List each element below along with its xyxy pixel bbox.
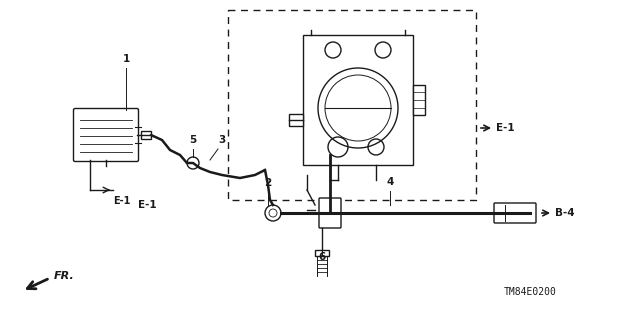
FancyBboxPatch shape xyxy=(319,198,341,228)
Text: 4: 4 xyxy=(387,177,394,187)
Text: FR.: FR. xyxy=(54,271,75,281)
Text: E-1: E-1 xyxy=(496,123,515,133)
Bar xyxy=(413,85,425,115)
Text: 6: 6 xyxy=(318,252,326,262)
Bar xyxy=(141,131,151,139)
Text: E-1: E-1 xyxy=(138,200,157,210)
Text: 3: 3 xyxy=(218,135,226,145)
FancyBboxPatch shape xyxy=(74,108,138,161)
Bar xyxy=(228,10,476,200)
Text: 1: 1 xyxy=(122,54,130,64)
Text: 2: 2 xyxy=(264,178,271,188)
Bar xyxy=(303,35,413,165)
Bar xyxy=(315,250,329,256)
Text: B-4: B-4 xyxy=(555,208,575,218)
Text: E-1: E-1 xyxy=(113,196,131,206)
Text: TM84E0200: TM84E0200 xyxy=(504,287,556,297)
Text: 5: 5 xyxy=(189,135,196,145)
FancyBboxPatch shape xyxy=(494,203,536,223)
Bar xyxy=(289,114,303,126)
